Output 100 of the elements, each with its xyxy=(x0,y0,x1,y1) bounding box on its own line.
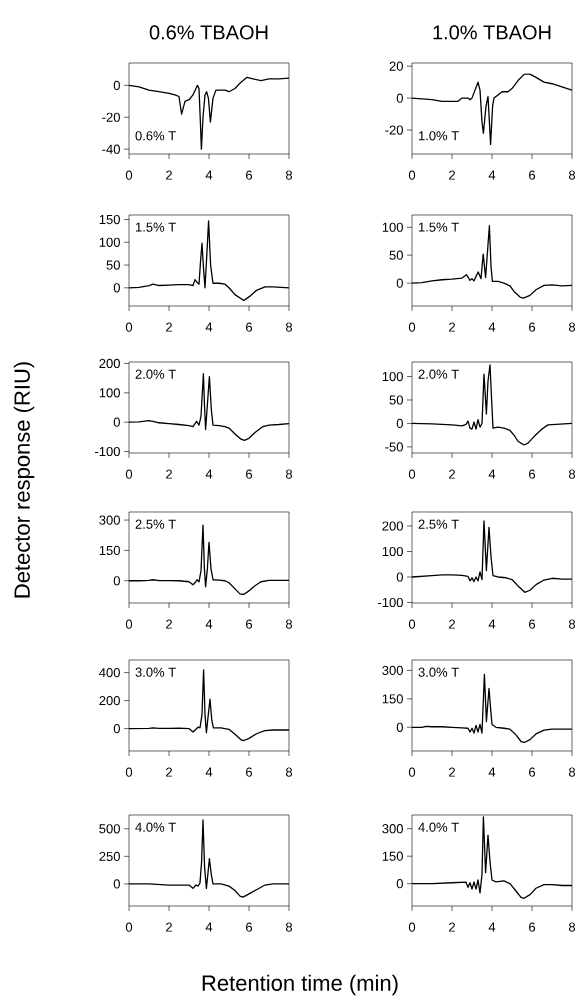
x-tick-label: 2 xyxy=(166,922,172,932)
x-tick-label: 0 xyxy=(408,619,416,629)
y-tick-label: -50 xyxy=(385,442,403,452)
y-tick-label: 200 xyxy=(382,521,403,531)
x-tick-label: 8 xyxy=(285,619,293,629)
x-tick-label: 2 xyxy=(166,469,172,479)
y-tick-label: 20 xyxy=(389,61,403,71)
y-tick-label: 100 xyxy=(99,388,120,398)
y-tick-label: 150 xyxy=(99,214,120,225)
y-tick-label: 150 xyxy=(99,545,120,556)
annotation: 1.5% T xyxy=(135,222,176,232)
y-tick-label: -20 xyxy=(385,125,403,135)
x-tick-label: 4 xyxy=(205,322,213,332)
y-tick-label: 0 xyxy=(396,278,403,288)
x-tick-label: 8 xyxy=(568,619,576,629)
x-tick-label: 4 xyxy=(488,322,496,332)
x-tick-label: 6 xyxy=(529,322,536,332)
x-tick-label: 4 xyxy=(488,767,496,777)
x-tick-label: 6 xyxy=(246,322,253,332)
x-tick-label: 6 xyxy=(246,767,253,777)
x-tick-label: 4 xyxy=(205,922,213,932)
y-tick-label: 0 xyxy=(113,576,120,586)
annotation: 3.0% T xyxy=(418,667,459,677)
x-tick-label: 6 xyxy=(246,170,253,180)
x-tick-label: 0 xyxy=(408,922,416,932)
y-tick-label: 300 xyxy=(382,665,403,676)
y-axis-title: Detector response (RIU) xyxy=(13,362,35,598)
x-tick-label: 4 xyxy=(205,619,213,629)
x-tick-label: 0 xyxy=(125,170,133,180)
y-tick-label: 50 xyxy=(389,250,403,260)
y-tick-label: 150 xyxy=(382,851,403,861)
x-tick-label: 2 xyxy=(449,469,455,479)
y-tick-label: 0 xyxy=(396,418,403,429)
x-tick-label: 0 xyxy=(125,922,133,932)
annotation: 4.0% T xyxy=(418,822,459,832)
x-tick-label: 0 xyxy=(125,322,133,332)
y-tick-label: 150 xyxy=(382,694,403,704)
x-tick-label: 8 xyxy=(285,469,293,479)
y-tick-label: 100 xyxy=(99,237,120,247)
annotation: 2.5% T xyxy=(418,519,459,529)
y-tick-label: 50 xyxy=(389,395,403,405)
x-tick-label: 2 xyxy=(166,619,172,629)
x-tick-label: 4 xyxy=(488,469,496,479)
y-tick-label: 0 xyxy=(396,93,403,103)
x-tick-label: 8 xyxy=(568,170,576,180)
annotation: 1.5% T xyxy=(418,222,459,232)
x-tick-label: 2 xyxy=(449,322,455,332)
y-tick-label: 0 xyxy=(113,417,120,427)
x-tick-label: 8 xyxy=(568,469,576,479)
x-tick-label: 6 xyxy=(529,170,536,180)
y-tick-label: -100 xyxy=(378,597,403,608)
x-tick-label: 8 xyxy=(285,767,293,777)
annotation: 4.0% T xyxy=(135,822,176,832)
annotation: 2.0% T xyxy=(135,369,176,379)
x-tick-label: 2 xyxy=(166,767,172,777)
y-tick-label: 50 xyxy=(106,260,120,270)
x-tick-label: 0 xyxy=(125,619,133,629)
x-tick-label: 0 xyxy=(408,322,416,332)
y-tick-label: 0 xyxy=(113,723,120,734)
y-tick-label: 200 xyxy=(99,695,120,706)
y-tick-label: 100 xyxy=(382,371,403,382)
annotation: 3.0% T xyxy=(135,667,176,677)
x-tick-label: 8 xyxy=(285,922,293,932)
chart-title: 0.6% TBAOH xyxy=(149,25,268,40)
y-tick-label: 200 xyxy=(99,358,120,369)
y-tick-label: 300 xyxy=(99,515,120,525)
x-tick-label: 6 xyxy=(246,469,253,479)
y-tick-label: -20 xyxy=(102,112,120,122)
y-tick-label: 0 xyxy=(396,722,403,732)
annotation: 1.0% T xyxy=(418,131,459,141)
x-tick-label: 8 xyxy=(568,922,576,932)
y-tick-label: -100 xyxy=(95,446,120,457)
x-tick-label: 0 xyxy=(125,767,133,777)
x-tick-label: 6 xyxy=(529,922,536,932)
y-tick-label: 400 xyxy=(99,667,120,678)
y-tick-label: 0 xyxy=(113,80,120,90)
x-tick-label: 2 xyxy=(166,170,172,180)
x-tick-label: 6 xyxy=(246,619,253,629)
x-tick-label: 4 xyxy=(205,767,213,777)
x-tick-label: 0 xyxy=(125,469,133,479)
x-tick-label: 4 xyxy=(205,170,213,180)
x-tick-label: 0 xyxy=(408,767,416,777)
annotation: 2.0% T xyxy=(418,369,459,379)
y-tick-label: 0 xyxy=(113,283,120,293)
x-tick-label: 4 xyxy=(488,170,496,180)
x-tick-label: 8 xyxy=(285,322,293,332)
x-tick-label: 2 xyxy=(449,767,455,777)
y-tick-label: -40 xyxy=(102,144,120,154)
annotation: 2.5% T xyxy=(135,519,176,529)
y-tick-label: 500 xyxy=(99,824,120,834)
x-tick-label: 4 xyxy=(488,619,496,629)
x-tick-label: 0 xyxy=(408,170,416,180)
y-tick-label: 100 xyxy=(382,546,403,557)
annotation: 0.6% T xyxy=(135,131,176,141)
x-axis-title: Retention time (min) xyxy=(202,974,398,996)
y-tick-label: 300 xyxy=(382,824,403,834)
x-tick-label: 6 xyxy=(529,767,536,777)
x-tick-label: 2 xyxy=(166,322,172,332)
x-tick-label: 8 xyxy=(568,767,576,777)
x-tick-label: 6 xyxy=(529,469,536,479)
